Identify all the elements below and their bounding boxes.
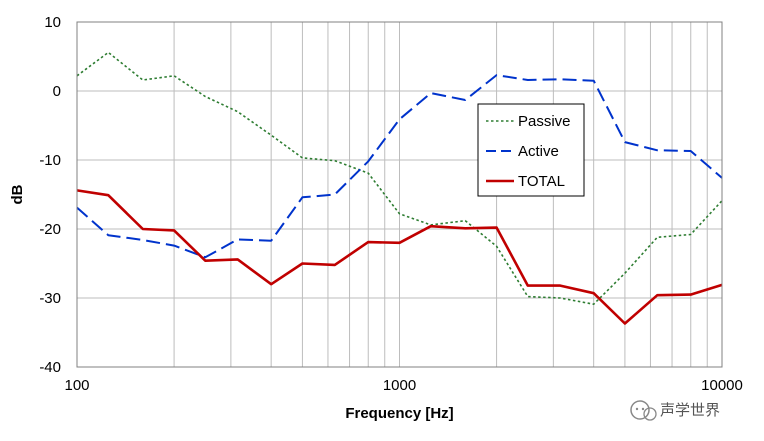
series-line-total	[76, 189, 723, 325]
x-tick-label: 1000	[383, 377, 416, 394]
legend: Passive Active TOTAL	[477, 103, 585, 197]
legend-label-passive: Passive	[518, 113, 571, 130]
watermark-text: 声学世界	[660, 401, 720, 419]
series-lines	[76, 51, 723, 325]
series-line-passive	[76, 51, 723, 306]
y-tick-label: -40	[39, 359, 61, 376]
wechat-logo-icon	[630, 400, 657, 421]
x-axis-title: Frequency [Hz]	[345, 405, 453, 422]
legend-label-total: TOTAL	[518, 173, 565, 190]
watermark: 声学世界	[630, 400, 720, 421]
y-tick-label: -20	[39, 221, 61, 238]
legend-label-active: Active	[518, 143, 559, 160]
x-tick-label: 10000	[701, 377, 743, 394]
grid	[77, 22, 722, 367]
x-tick-label: 100	[64, 377, 89, 394]
y-tick-label: -30	[39, 290, 61, 307]
y-tick-label: 0	[53, 83, 61, 100]
y-tick-label: 10	[44, 14, 61, 31]
y-tick-label: -10	[39, 152, 61, 169]
plot-border	[76, 21, 723, 368]
y-axis-title: dB	[9, 184, 26, 204]
